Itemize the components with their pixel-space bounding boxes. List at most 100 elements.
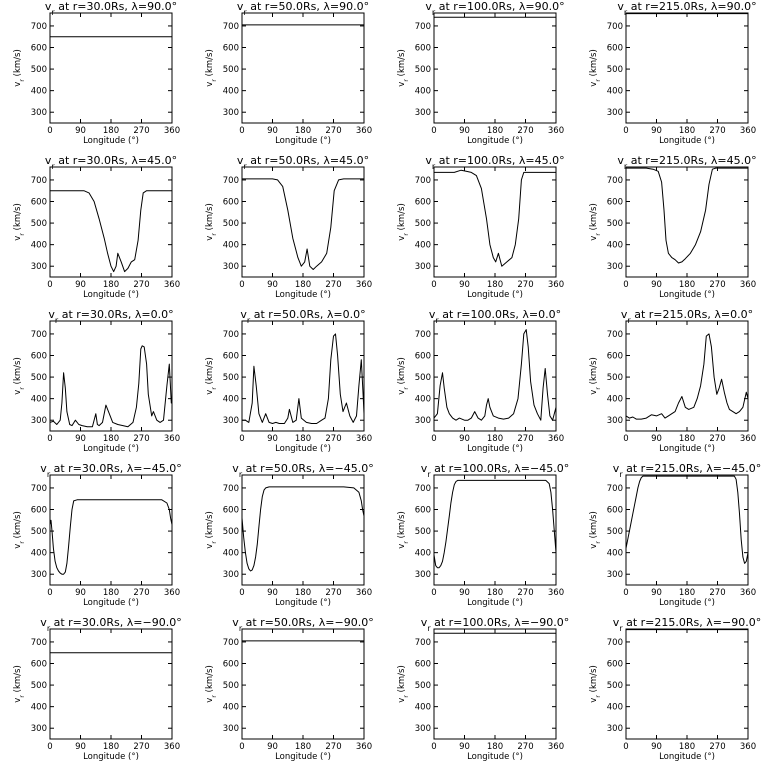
y-tick-label: 600 [31, 506, 47, 516]
x-tick-label: 180 [103, 588, 119, 598]
x-axis-label: Longitude (°) [83, 444, 139, 454]
panel-13: vr at r=30.0Rs, λ=−45.0° 0 90 180 270 360 300 4… [13, 462, 182, 608]
plot-frame [241, 474, 365, 586]
x-tick-label: 90 [651, 126, 662, 136]
x-tick-label: 180 [103, 434, 119, 444]
x-axis-label: Longitude (°) [467, 136, 523, 146]
y-tick-label: 400 [223, 87, 239, 97]
y-axis-label: vr (km/s) [13, 357, 26, 395]
x-tick-label: 180 [103, 742, 119, 752]
y-tick-label: 300 [223, 416, 239, 426]
y-tick-label: 600 [31, 198, 47, 208]
y-axis-label: vr (km/s) [205, 49, 218, 87]
plot-frame [49, 166, 173, 278]
chart-title: vr at r=50.0Rs, λ=0.0° [240, 308, 365, 325]
plot-frame [49, 628, 173, 740]
x-tick-label: 180 [295, 742, 311, 752]
x-tick-label: 180 [103, 280, 119, 290]
x-tick-label: 180 [679, 742, 695, 752]
y-tick-label: 400 [607, 395, 623, 405]
plot-frame [625, 12, 749, 124]
series-line [242, 333, 365, 424]
x-tick-label: 0 [431, 588, 436, 598]
x-tick-label: 180 [679, 434, 695, 444]
x-tick-label: 0 [239, 434, 244, 444]
y-tick-label: 600 [607, 198, 623, 208]
chart-title: vr at r=100.0Rs, λ=0.0° [429, 308, 561, 325]
y-axis-label: vr (km/s) [589, 357, 602, 395]
chart-title: vr at r=50.0Rs, λ=45.0° [237, 154, 369, 171]
y-axis-label: vr (km/s) [589, 49, 602, 87]
y-axis-label: vr (km/s) [397, 357, 410, 395]
chart-title: vr at r=50.0Rs, λ=90.0° [237, 0, 369, 17]
panel-7: vr at r=100.0Rs, λ=45.0° 0 90 180 270 360 300 4… [397, 154, 565, 300]
y-tick-label: 700 [31, 484, 47, 494]
panel-6: vr at r=50.0Rs, λ=45.0° 0 90 180 270 360 300 40… [205, 154, 372, 300]
x-tick-label: 360 [740, 588, 756, 598]
x-tick-label: 180 [487, 434, 503, 444]
x-tick-label: 360 [356, 280, 372, 290]
x-tick-label: 0 [239, 280, 244, 290]
y-axis-label: vr (km/s) [205, 511, 218, 549]
x-tick-label: 90 [651, 588, 662, 598]
x-tick-label: 90 [459, 126, 470, 136]
y-tick-label: 500 [31, 219, 47, 229]
series-line [49, 345, 173, 428]
y-tick-label: 600 [607, 506, 623, 516]
plot-frame [433, 628, 557, 740]
y-tick-label: 700 [607, 176, 623, 186]
series-line [49, 499, 173, 575]
x-axis-label: Longitude (°) [275, 444, 331, 454]
x-tick-label: 0 [431, 742, 436, 752]
y-tick-label: 400 [415, 549, 431, 559]
x-tick-label: 360 [356, 434, 372, 444]
plot-frame [49, 320, 173, 432]
y-tick-label: 300 [607, 262, 623, 272]
y-tick-label: 600 [607, 660, 623, 670]
y-tick-label: 700 [223, 638, 239, 648]
y-tick-label: 500 [607, 65, 623, 75]
y-tick-label: 500 [31, 65, 47, 75]
y-axis-label: vr (km/s) [205, 665, 218, 703]
x-tick-label: 90 [459, 742, 470, 752]
plot-frame [625, 320, 749, 432]
y-tick-label: 500 [415, 527, 431, 537]
x-tick-label: 0 [239, 126, 244, 136]
plot-frame [625, 474, 749, 586]
chart-title: vr at r=30.0Rs, λ=−90.0° [40, 616, 181, 633]
y-tick-label: 300 [415, 108, 431, 118]
x-tick-label: 90 [267, 280, 278, 290]
x-tick-label: 270 [709, 588, 725, 598]
y-tick-label: 500 [415, 219, 431, 229]
y-tick-label: 600 [607, 44, 623, 54]
y-tick-label: 400 [607, 87, 623, 97]
x-axis-label: Longitude (°) [659, 598, 715, 608]
x-tick-label: 270 [709, 126, 725, 136]
y-tick-label: 500 [415, 373, 431, 383]
x-tick-label: 180 [103, 126, 119, 136]
y-tick-label: 300 [223, 108, 239, 118]
x-tick-label: 360 [740, 742, 756, 752]
y-tick-label: 400 [607, 549, 623, 559]
x-tick-label: 360 [548, 126, 564, 136]
y-tick-label: 500 [607, 681, 623, 691]
y-tick-label: 300 [607, 724, 623, 734]
chart-title: vr at r=100.0Rs, λ=−90.0° [421, 616, 569, 633]
y-tick-label: 700 [607, 330, 623, 340]
y-tick-label: 700 [223, 22, 239, 32]
panel-14: vr at r=50.0Rs, λ=−45.0° 0 90 180 270 360 300 4… [205, 462, 374, 608]
x-tick-label: 180 [487, 280, 503, 290]
x-tick-label: 360 [356, 742, 372, 752]
panel-15: vr at r=100.0Rs, λ=−45.0° 0 90 180 270 360 300… [397, 462, 569, 608]
chart-title: vr at r=215.0Rs, λ=−90.0° [613, 616, 761, 633]
y-tick-label: 600 [31, 352, 47, 362]
y-tick-label: 700 [607, 22, 623, 32]
y-tick-label: 700 [415, 176, 431, 186]
x-tick-label: 90 [651, 434, 662, 444]
x-tick-label: 270 [133, 434, 149, 444]
y-tick-label: 300 [223, 262, 239, 272]
y-axis-label: vr (km/s) [13, 49, 26, 87]
x-tick-label: 270 [133, 588, 149, 598]
x-tick-label: 270 [517, 434, 533, 444]
y-tick-label: 600 [31, 660, 47, 670]
